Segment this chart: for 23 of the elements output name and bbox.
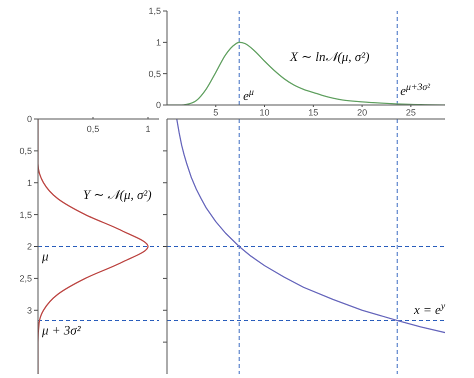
annotation: μ — [41, 248, 49, 264]
y-tick-label: 1,5 — [148, 6, 161, 16]
y-tick-label: 0 — [26, 114, 32, 124]
x-tick-label: 20 — [357, 107, 368, 118]
annotation: X ∼ ln𝒩(μ, σ²) — [289, 49, 370, 64]
x-tick-label: 15 — [308, 107, 318, 118]
y-tick-label: 0,5 — [148, 68, 161, 79]
annotation: μ + 3σ² — [41, 322, 82, 338]
y-tick-label: 1,5 — [19, 210, 32, 220]
annotation: e$^{μ+3σ²}$ — [400, 82, 432, 98]
annotation: x = e$^{y}$ — [413, 300, 446, 317]
y-tick-label: 1 — [156, 38, 161, 48]
annotation: Y ∼ 𝒩(μ, σ²) — [83, 187, 152, 202]
y-tick-label: 2 — [26, 242, 32, 252]
y-tick-label: 1 — [26, 178, 32, 188]
annotation: e$^{μ}$ — [243, 86, 254, 103]
y-tick-label: 0 — [156, 100, 161, 110]
x-tick-label: 10 — [260, 107, 270, 118]
y-tick-label: 3 — [26, 305, 32, 316]
y-tick-label: 0,5 — [19, 146, 32, 156]
y-tick-label: 2,5 — [19, 274, 32, 284]
x-tick-label: 25 — [406, 107, 416, 118]
x-tick-label: 5 — [213, 107, 218, 118]
